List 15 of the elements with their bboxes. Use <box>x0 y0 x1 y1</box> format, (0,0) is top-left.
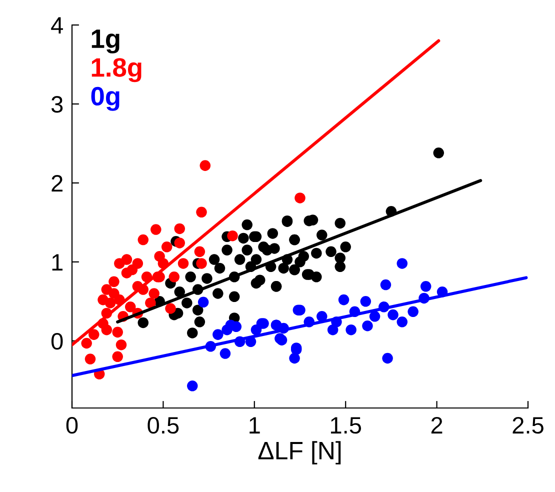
x-tick-label: 1 <box>250 417 260 434</box>
x-tick-label: 2 <box>431 416 442 434</box>
x-tick-label: 1.5 <box>330 417 362 434</box>
y-tick-label: 3 <box>51 96 63 113</box>
x-tick-label: 2.5 <box>512 416 544 434</box>
y-tick-label: 0 <box>51 332 63 350</box>
text: 1g <box>92 30 120 54</box>
y-tick-label: 2 <box>52 175 62 192</box>
x-tick-label: 0 <box>66 416 78 434</box>
text: 0g <box>91 86 120 111</box>
y-tick-label: 4 <box>51 17 63 34</box>
y-tick-label: 1 <box>52 254 63 270</box>
x-axis-title: ΔLF [N] <box>258 441 341 464</box>
text: 1.8g <box>92 58 142 82</box>
x-tick-label: 0.5 <box>148 416 179 434</box>
